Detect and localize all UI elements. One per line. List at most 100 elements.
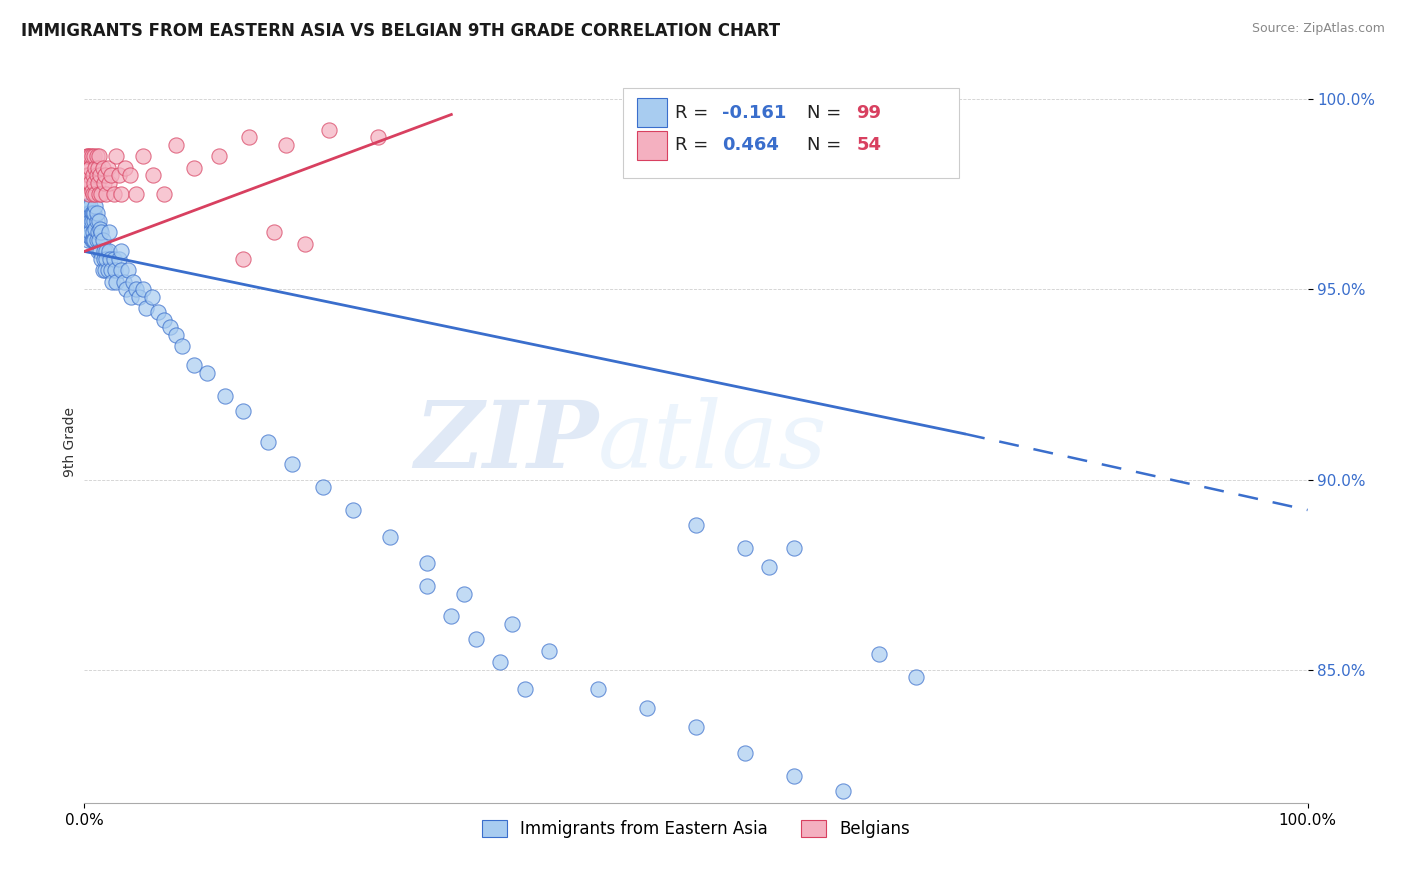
Point	[77, 149, 100, 163]
Point	[165, 137, 187, 152]
Text: Source: ZipAtlas.com: Source: ZipAtlas.com	[1251, 22, 1385, 36]
Point	[103, 187, 125, 202]
Point	[159, 320, 181, 334]
Point	[142, 169, 165, 183]
Point	[115, 282, 138, 296]
Point	[685, 518, 707, 533]
Point	[122, 275, 145, 289]
Text: R =: R =	[675, 103, 714, 122]
Point	[75, 214, 97, 228]
Point	[636, 700, 658, 714]
Point	[87, 149, 110, 163]
FancyBboxPatch shape	[637, 131, 666, 160]
Point	[87, 187, 110, 202]
Point	[489, 655, 512, 669]
Point	[89, 221, 111, 235]
Point	[586, 681, 609, 696]
Point	[79, 176, 101, 190]
Point	[100, 169, 122, 183]
Text: N =: N =	[807, 136, 848, 154]
Point	[86, 233, 108, 247]
Point	[416, 556, 439, 570]
Point	[87, 161, 110, 175]
Point	[153, 187, 176, 202]
Point	[783, 769, 806, 783]
Text: -0.161: -0.161	[721, 103, 786, 122]
Text: N =: N =	[807, 103, 848, 122]
Point	[101, 275, 124, 289]
Point	[80, 214, 103, 228]
Point	[685, 720, 707, 734]
Point	[94, 169, 117, 183]
Point	[103, 252, 125, 266]
Point	[165, 328, 187, 343]
Text: R =: R =	[675, 136, 714, 154]
Legend: Immigrants from Eastern Asia, Belgians: Immigrants from Eastern Asia, Belgians	[475, 814, 917, 845]
Point	[110, 187, 132, 202]
Text: ZIP: ZIP	[413, 397, 598, 486]
Point	[112, 275, 135, 289]
Point	[75, 199, 97, 213]
Y-axis label: 9th Grade: 9th Grade	[63, 407, 77, 476]
Point	[82, 233, 104, 247]
Point	[125, 187, 148, 202]
Text: atlas: atlas	[598, 397, 828, 486]
Point	[238, 130, 260, 145]
Point	[153, 313, 176, 327]
Point	[183, 161, 205, 175]
Point	[128, 290, 150, 304]
Point	[89, 169, 111, 183]
Point	[77, 221, 100, 235]
Point	[79, 149, 101, 163]
Point	[758, 560, 780, 574]
Point	[110, 263, 132, 277]
Point	[734, 541, 756, 555]
Point	[232, 404, 254, 418]
Point	[87, 226, 110, 240]
Text: 99: 99	[856, 103, 882, 122]
Point	[513, 681, 536, 696]
Point	[77, 233, 100, 247]
FancyBboxPatch shape	[637, 98, 666, 128]
Point	[87, 176, 110, 190]
Point	[77, 176, 100, 190]
Point	[83, 206, 105, 220]
Point	[281, 458, 304, 472]
Point	[97, 176, 120, 190]
Point	[82, 187, 104, 202]
Point	[208, 149, 231, 163]
Point	[294, 236, 316, 251]
Point	[464, 632, 486, 647]
Point	[87, 244, 110, 259]
Point	[93, 244, 115, 259]
Point	[502, 617, 524, 632]
Point	[90, 226, 112, 240]
Point	[783, 541, 806, 555]
Point	[98, 252, 121, 266]
Point	[117, 263, 139, 277]
Point	[257, 434, 280, 449]
Point	[97, 161, 120, 175]
Point	[77, 199, 100, 213]
Point	[132, 149, 155, 163]
Point	[79, 199, 101, 213]
Point	[318, 122, 340, 136]
Point	[97, 263, 120, 277]
Point	[869, 648, 891, 662]
Point	[214, 389, 236, 403]
Point	[146, 305, 169, 319]
Point	[105, 275, 128, 289]
Point	[453, 587, 475, 601]
Point	[86, 149, 108, 163]
Point	[84, 161, 107, 175]
Point	[96, 252, 118, 266]
Point	[905, 670, 928, 684]
Point	[96, 244, 118, 259]
Point	[80, 149, 103, 163]
Point	[77, 169, 100, 183]
Point	[104, 263, 127, 277]
Point	[91, 233, 114, 247]
Point	[416, 579, 439, 593]
Point	[86, 214, 108, 228]
Point	[84, 199, 107, 213]
